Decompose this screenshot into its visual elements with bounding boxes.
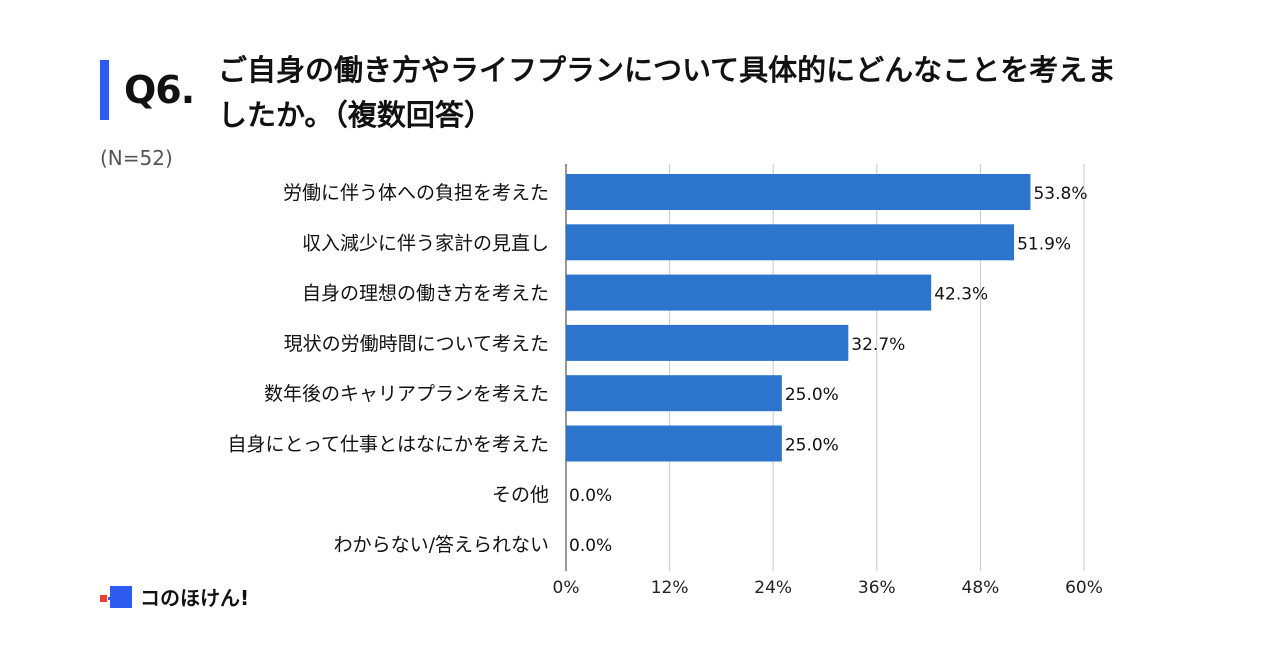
value-label: 42.3% [934,285,988,305]
x-tick-label: 48% [962,578,1000,598]
value-label: 25.0% [785,436,839,456]
brand-name: コのほけん! [140,586,250,610]
x-tick-label: 60% [1065,578,1103,598]
bar [566,425,782,462]
question-title: ご自身の働き方やライフプランについて具体的にどんなことを考えましたか。（複数回答… [218,53,1117,132]
value-label: 0.0% [569,486,612,506]
x-tick-label: 12% [651,578,689,598]
category-label: 現状の労働時間について考えた [284,333,549,355]
value-label: 53.8% [1033,184,1087,204]
bar [566,274,932,311]
x-tick-label: 36% [858,578,896,598]
x-tick-label: 0% [553,578,580,598]
category-label: 自身にとって仕事とはなにかを考えた [228,434,549,456]
category-label: わからない/答えられない [334,534,549,556]
accent-bar [100,60,109,120]
bars [566,174,1031,462]
bar [566,375,782,412]
category-label: 収入減少に伴う家計の見直し [302,232,549,254]
bar [566,324,849,361]
category-labels: 労働に伴う体への負担を考えた収入減少に伴う家計の見直し自身の理想の働き方を考えた… [228,182,549,556]
category-label: その他 [492,484,549,506]
bar [566,224,1015,261]
value-label: 25.0% [785,385,839,405]
x-tick-label: 24% [754,578,792,598]
square-logo-icon [100,586,132,608]
x-axis-ticks: 0% 12% 24% 36% 48% 60% [553,578,1103,598]
value-label: 0.0% [569,536,612,556]
bar [566,174,1031,210]
question-number: Q6. [124,68,195,112]
category-label: 労働に伴う体への負担を考えた [283,182,549,204]
value-label: 51.9% [1017,234,1071,254]
sample-size: (N=52) [100,146,173,170]
category-label: 自身の理想の働き方を考えた [302,283,549,305]
value-labels: 53.8% 51.9% 42.3% 32.7% 25.0% 25.0% 0.0% 0.0% [569,184,1087,556]
value-label: 32.7% [851,335,905,355]
category-label: 数年後のキャリアプランを考えた [264,383,549,405]
